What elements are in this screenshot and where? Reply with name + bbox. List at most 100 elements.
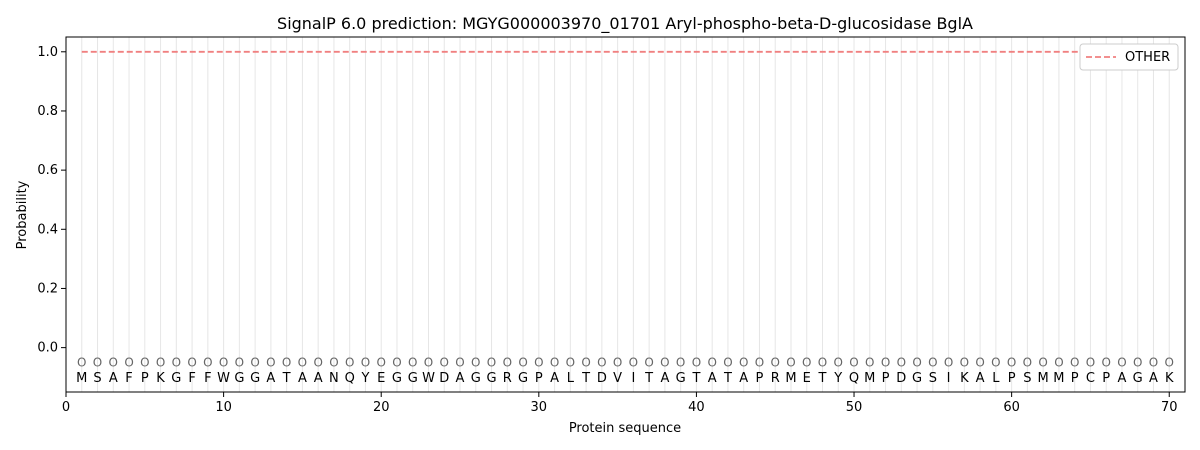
residue-label: A bbox=[109, 371, 118, 386]
residue-state-label: O bbox=[172, 355, 181, 369]
residue-label: A bbox=[298, 371, 307, 386]
residue-state-label: O bbox=[1007, 355, 1016, 369]
residue-state-label: O bbox=[203, 355, 212, 369]
residue-label: W bbox=[217, 371, 230, 386]
legend-label-other: OTHER bbox=[1125, 50, 1170, 65]
residue-state-label: O bbox=[1038, 355, 1047, 369]
residue-label: R bbox=[771, 371, 780, 386]
residue-label: T bbox=[818, 371, 827, 386]
residue-label: A bbox=[456, 371, 465, 386]
residue-label: E bbox=[803, 371, 811, 386]
residue-state-label: O bbox=[376, 355, 385, 369]
residue-state-label: O bbox=[361, 355, 370, 369]
residue-label: G bbox=[171, 371, 181, 386]
residue-state-label: O bbox=[298, 355, 307, 369]
residue-state-label: O bbox=[313, 355, 322, 369]
residue-state-label: O bbox=[960, 355, 969, 369]
residue-label: G bbox=[518, 371, 528, 386]
residue-label: L bbox=[567, 371, 575, 386]
residue-state-label: O bbox=[755, 355, 764, 369]
residue-state-label: O bbox=[156, 355, 165, 369]
residue-label: A bbox=[1149, 371, 1158, 386]
residue-label: Y bbox=[833, 371, 842, 386]
residue-label: F bbox=[188, 371, 195, 386]
residue-state-label: O bbox=[1101, 355, 1110, 369]
y-tick-label: 0.0 bbox=[37, 341, 58, 356]
y-tick-label: 0.8 bbox=[37, 104, 58, 119]
residue-state-label: O bbox=[897, 355, 906, 369]
residue-state-label: O bbox=[944, 355, 953, 369]
residue-state-label: O bbox=[581, 355, 590, 369]
residue-label: P bbox=[1102, 371, 1110, 386]
residue-grid bbox=[81, 37, 1170, 392]
residue-label: I bbox=[947, 371, 951, 386]
residue-state-label: O bbox=[1086, 355, 1095, 369]
residue-label: A bbox=[550, 371, 559, 386]
residue-label: D bbox=[439, 371, 449, 386]
residue-label: G bbox=[408, 371, 418, 386]
y-tick-label: 1.0 bbox=[37, 45, 58, 60]
residue-label: M bbox=[785, 371, 796, 386]
residue-label: A bbox=[660, 371, 669, 386]
legend-box bbox=[1079, 43, 1179, 71]
residue-state-label: O bbox=[219, 355, 228, 369]
residue-label: P bbox=[141, 371, 149, 386]
residue-label: K bbox=[156, 371, 165, 386]
residue-state-label: O bbox=[834, 355, 843, 369]
residue-state-label: O bbox=[644, 355, 653, 369]
x-tick-label: 40 bbox=[688, 400, 705, 415]
residue-label: M bbox=[864, 371, 875, 386]
residue-label: G bbox=[234, 371, 244, 386]
residue-state-label: O bbox=[93, 355, 102, 369]
residue-state-label: O bbox=[487, 355, 496, 369]
residue-state-label: O bbox=[786, 355, 795, 369]
residue-state-label: O bbox=[818, 355, 827, 369]
residue-state-label: O bbox=[471, 355, 480, 369]
residue-label: G bbox=[912, 371, 922, 386]
residue-label: M bbox=[1053, 371, 1064, 386]
residue-state-label: O bbox=[692, 355, 701, 369]
residue-state-label: O bbox=[613, 355, 622, 369]
residue-state-label: O bbox=[518, 355, 527, 369]
x-axis-label: Protein sequence bbox=[569, 421, 681, 436]
residue-label: A bbox=[708, 371, 717, 386]
residue-state-label: O bbox=[408, 355, 417, 369]
residue-state-label: O bbox=[928, 355, 937, 369]
residue-state-label: O bbox=[660, 355, 669, 369]
residue-label: A bbox=[1118, 371, 1127, 386]
residue-state-label: O bbox=[676, 355, 685, 369]
residue-label: K bbox=[960, 371, 969, 386]
residue-label: A bbox=[976, 371, 985, 386]
residue-label: T bbox=[644, 371, 653, 386]
residue-state-label: O bbox=[597, 355, 606, 369]
residue-state-label: O bbox=[282, 355, 291, 369]
residue-label: W bbox=[422, 371, 435, 386]
residue-label: S bbox=[93, 371, 101, 386]
x-tick-label: 50 bbox=[846, 400, 863, 415]
residue-label: C bbox=[1086, 371, 1095, 386]
residue-label: S bbox=[1023, 371, 1031, 386]
residue-state-label: O bbox=[550, 355, 559, 369]
x-axis: 0 10 20 30 40 50 60 70 bbox=[62, 392, 1178, 415]
residue-label: G bbox=[1133, 371, 1143, 386]
residue-label: D bbox=[597, 371, 607, 386]
residue-state-label: O bbox=[566, 355, 575, 369]
residue-label: G bbox=[676, 371, 686, 386]
plot-area-frame bbox=[65, 36, 1186, 393]
residue-layer: OMOSOAOFOPOKOGOFOFOWOGOGOAOTOAOAONOQOYOE… bbox=[76, 355, 1174, 386]
residue-state-label: O bbox=[1133, 355, 1142, 369]
residue-state-label: O bbox=[235, 355, 244, 369]
residue-label: T bbox=[723, 371, 732, 386]
residue-label: P bbox=[756, 371, 764, 386]
residue-state-label: O bbox=[1165, 355, 1174, 369]
residue-label: V bbox=[613, 371, 622, 386]
residue-state-label: O bbox=[1149, 355, 1158, 369]
residue-state-label: O bbox=[424, 355, 433, 369]
chart-title: SignalP 6.0 prediction: MGYG000003970_01… bbox=[277, 14, 973, 34]
residue-label: G bbox=[471, 371, 481, 386]
residue-state-label: O bbox=[1070, 355, 1079, 369]
residue-label: P bbox=[882, 371, 890, 386]
residue-label: Q bbox=[345, 371, 355, 386]
y-tick-label: 0.6 bbox=[37, 163, 58, 178]
residue-label: A bbox=[266, 371, 275, 386]
